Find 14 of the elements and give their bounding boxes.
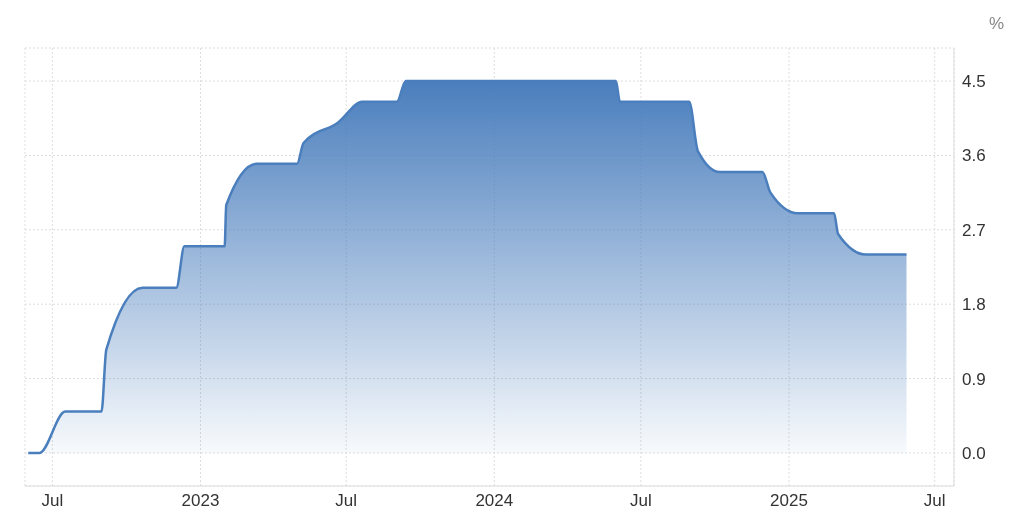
y-tick-label: 0.0 [962, 443, 986, 463]
y-axis-title: % [988, 14, 1004, 34]
x-tick-label: 2023 [181, 491, 220, 511]
y-tick-label: 2.7 [962, 220, 986, 240]
x-tick-label: Jul [923, 491, 946, 511]
y-tick-label: 4.5 [962, 72, 986, 92]
x-tick-label: Jul [335, 491, 358, 511]
x-tick-label: Jul [629, 491, 652, 511]
x-tick-label: 2025 [770, 491, 808, 511]
x-tick-label: Jul [41, 491, 64, 511]
y-tick-label: 0.9 [962, 369, 986, 389]
y-tick-label: 3.6 [962, 146, 986, 166]
y-tick-label: 1.8 [962, 295, 986, 315]
x-tick-label: 2024 [475, 491, 514, 511]
